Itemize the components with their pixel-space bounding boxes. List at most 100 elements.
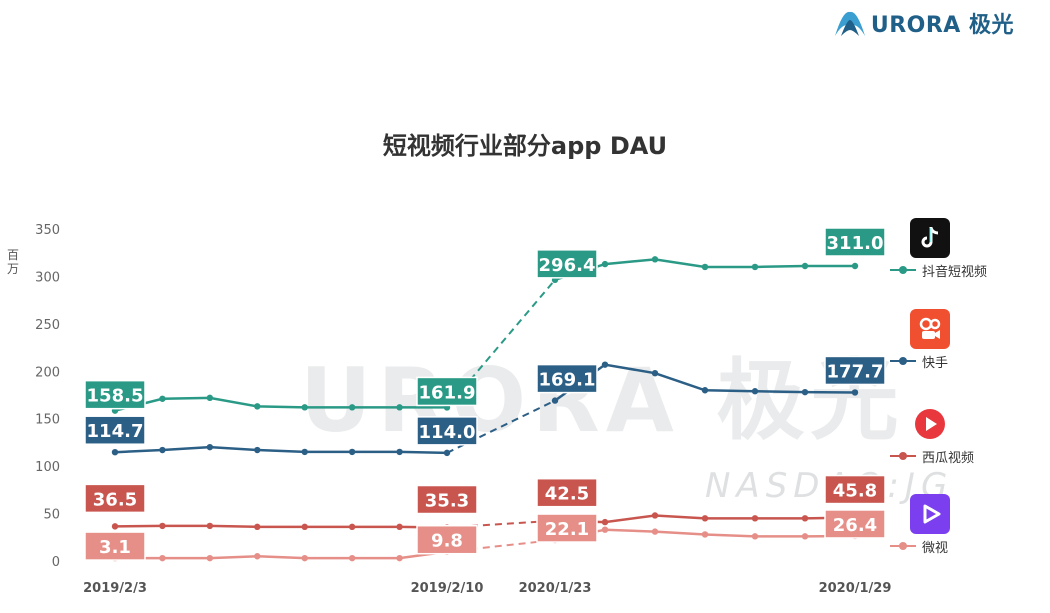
x-tick-label: 2019/2/3 — [83, 581, 147, 596]
data-label-box — [416, 484, 478, 515]
data-point — [396, 448, 403, 456]
legend-item-douyin: 抖音短视频 — [890, 218, 1040, 288]
legend-label: 微视 — [922, 541, 949, 556]
data-point — [801, 533, 809, 540]
data-point — [801, 262, 809, 270]
data-label-box — [536, 513, 598, 543]
data-point — [159, 446, 166, 454]
aurora-logo-icon — [834, 11, 865, 36]
y-tick-label: 200 — [35, 365, 60, 380]
data-label: 3.1 — [99, 537, 131, 558]
y-tick-label: 350 — [35, 223, 60, 238]
data-point — [159, 522, 166, 530]
data-point — [851, 389, 859, 396]
legend-label: 快手 — [922, 356, 949, 371]
data-label-box — [536, 249, 598, 279]
data-label: 114.7 — [87, 421, 144, 442]
legend-marker — [899, 266, 907, 274]
data-point — [254, 553, 261, 560]
y-tick-label: 0 — [52, 555, 60, 570]
data-point — [206, 394, 214, 402]
data-point — [301, 523, 308, 531]
data-point — [396, 554, 403, 562]
data-label-box — [824, 227, 886, 257]
legend-item-weishi: 微视 — [890, 494, 1040, 564]
data-label-box — [416, 524, 478, 555]
data-point — [348, 523, 356, 531]
data-point — [301, 554, 308, 562]
data-point — [751, 533, 759, 540]
data-label-box — [84, 531, 146, 561]
data-label-box — [416, 416, 478, 446]
data-point — [111, 523, 119, 530]
data-label-box — [824, 474, 886, 505]
data-point — [651, 528, 659, 535]
data-point — [159, 395, 166, 402]
data-label-box — [416, 376, 478, 407]
data-point — [701, 263, 709, 271]
x-tick-label: 2019/2/10 — [411, 581, 484, 596]
x-tick-label: 2020/1/29 — [819, 581, 892, 596]
data-label-box — [536, 363, 598, 394]
data-label-box — [536, 477, 598, 508]
kuaishou-icon — [910, 309, 950, 349]
data-point — [206, 443, 214, 451]
legend-label: 西瓜视频 — [922, 451, 975, 466]
data-point — [254, 523, 261, 531]
y-tick-label: 100 — [35, 460, 60, 475]
data-label: 169.1 — [539, 370, 596, 391]
data-point — [301, 404, 308, 411]
legend-label: 抖音短视频 — [922, 265, 988, 280]
data-point — [443, 449, 451, 457]
y-tick-label: 300 — [35, 270, 60, 285]
data-point — [701, 531, 709, 538]
data-label: 311.0 — [827, 233, 884, 254]
series-connector — [446, 399, 556, 454]
data-point — [254, 446, 261, 454]
y-tick-label: 150 — [35, 413, 60, 428]
data-label-box — [824, 355, 886, 386]
data-point — [601, 361, 609, 368]
x-tick-label: 2020/1/23 — [519, 581, 592, 596]
data-point — [159, 554, 166, 562]
data-label: 45.8 — [833, 481, 877, 502]
data-label: 42.5 — [545, 484, 589, 505]
weishi-icon — [910, 494, 950, 534]
y-tick-label: 250 — [35, 318, 60, 333]
data-label-box — [824, 509, 886, 539]
data-label: 177.7 — [827, 361, 884, 382]
data-point — [348, 448, 356, 456]
data-point — [751, 515, 759, 522]
data-point — [701, 515, 709, 522]
data-label: 161.9 — [419, 382, 476, 403]
data-label-box — [84, 483, 146, 514]
series-line — [114, 445, 448, 455]
data-point — [601, 526, 609, 533]
xigua-icon — [910, 404, 950, 444]
legend-marker — [899, 542, 907, 550]
data-point — [206, 554, 214, 562]
data-point — [601, 260, 609, 268]
data-label-box — [84, 379, 146, 410]
data-point — [348, 554, 356, 562]
series-line — [114, 550, 448, 560]
data-label: 114.0 — [419, 422, 476, 443]
douyin-icon — [910, 218, 950, 258]
chart-title: 短视频行业部分app DAU — [382, 132, 668, 160]
data-label-box — [84, 415, 146, 445]
y-axis-label: 百万 — [6, 248, 19, 276]
data-label: 158.5 — [87, 386, 144, 407]
series-line — [114, 524, 448, 529]
data-point — [254, 403, 261, 410]
data-label: 296.4 — [539, 255, 596, 276]
legend-item-kuaishou: 快手 — [890, 309, 1040, 379]
data-point — [851, 262, 859, 270]
series-line — [114, 396, 448, 412]
data-label: 26.4 — [833, 515, 877, 536]
legend-marker — [899, 452, 907, 460]
data-point — [301, 448, 308, 456]
data-point — [396, 404, 403, 411]
y-tick-label: 50 — [43, 508, 60, 523]
